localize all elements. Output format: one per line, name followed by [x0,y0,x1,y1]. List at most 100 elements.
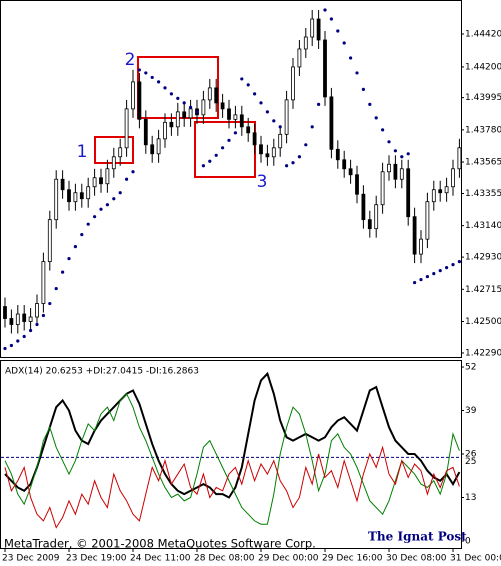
x-tick-label: 30 Dec 08:00 [386,554,447,564]
candle-body [188,108,193,119]
sar-dot [323,8,327,12]
sar-dot [445,266,449,270]
sar-dot [99,207,103,211]
sar-dot [125,177,129,181]
candle-body [316,18,321,41]
y-tick-label: 1.43140 [465,221,501,231]
sar-dot [112,197,116,201]
sar-dot [297,155,301,159]
candle-body [271,147,276,158]
candle-body [406,168,411,218]
sar-dot [150,75,154,80]
candle-body [329,96,334,150]
candle-body [28,316,33,322]
candle-body [239,114,244,128]
x-tick-label: 29 Dec 00:00 [258,554,319,564]
sar-dot [182,101,186,105]
sar-dot [86,222,90,226]
sar-dot [41,313,46,318]
candle-body [374,204,379,230]
candle-body [438,189,443,194]
sar-dot [201,164,205,168]
sar-dot [400,155,404,159]
sar-dot [233,131,237,135]
sar-dot [419,277,423,282]
sar-dot [342,41,346,45]
candle-body [73,192,78,203]
sar-dot [278,125,282,129]
sar-dot [381,128,385,132]
sar-dot [253,92,257,96]
sar-dot [304,143,308,147]
sar-dot [336,29,340,33]
candle-body [35,303,39,318]
sar-dot [265,110,269,114]
sar-dot [131,170,135,174]
sar-dot [93,215,97,219]
candle-body [457,147,462,170]
sar-dot [425,274,429,279]
candle-body [15,313,20,325]
sar-dot [208,159,212,163]
candle-body [412,216,417,255]
annotation: 3 [257,172,268,192]
y-tick-label: 1.44200 [465,62,501,72]
y-tick-label: 1.43780 [465,125,501,135]
y-tick-label: 1.42500 [465,317,501,327]
candle-body [220,102,225,110]
sar-dot [176,96,180,100]
candle-body [67,189,71,203]
sar-dot [329,17,333,21]
indicator-line [4,445,460,529]
sar-dot [259,101,263,105]
candle-body [393,163,398,180]
candle-body [143,118,148,146]
sar-dot [61,270,65,274]
sar-dot [361,87,365,91]
y-tick-label: 1.42930 [465,253,501,263]
candle-body [355,174,359,195]
sar-dot [438,268,442,273]
sar-dot [349,56,353,60]
candle-body [169,121,174,128]
sar-dot [310,125,314,129]
sar-dot [118,191,122,195]
candle-body [131,81,135,110]
sar-dot [80,233,84,237]
price-panel [0,0,462,358]
candle-body [425,201,430,240]
candle-body [201,99,206,116]
candle-body [3,306,7,319]
candle-body [284,99,289,135]
candle-body [124,108,129,149]
sar-dot [157,80,161,84]
x-tick-label: 31 Dec 00:00 [450,554,501,564]
x-tick-label: 24 Dec 11:00 [130,554,191,564]
sar-dot [189,105,193,109]
x-tick-label: 23 Dec 19:00 [66,554,127,564]
sar-dot [451,263,455,267]
sar-dot [144,71,148,75]
x-tick-label: 29 Dec 16:00 [322,554,383,564]
annotation: 2 [125,50,136,70]
level-label: 25 [465,457,476,467]
candle-body [99,177,103,185]
sar-dot [432,271,436,276]
sar-dot [374,116,378,120]
candle-body [41,261,46,304]
footer: MetaTrader, © 2001-2008 MetaQuotes Softw… [4,537,316,551]
sar-dot [240,77,244,81]
candle-body [380,171,385,206]
candle-body [150,144,155,155]
candle-body [86,186,91,200]
candle-body [233,114,238,120]
brand: The Ignat Post [368,530,467,544]
candle-body [207,87,212,101]
sar-dot [163,86,167,90]
candle-body [9,318,14,325]
sar-dot [246,83,250,87]
candle-body [387,163,391,173]
sar-dot [317,102,321,106]
